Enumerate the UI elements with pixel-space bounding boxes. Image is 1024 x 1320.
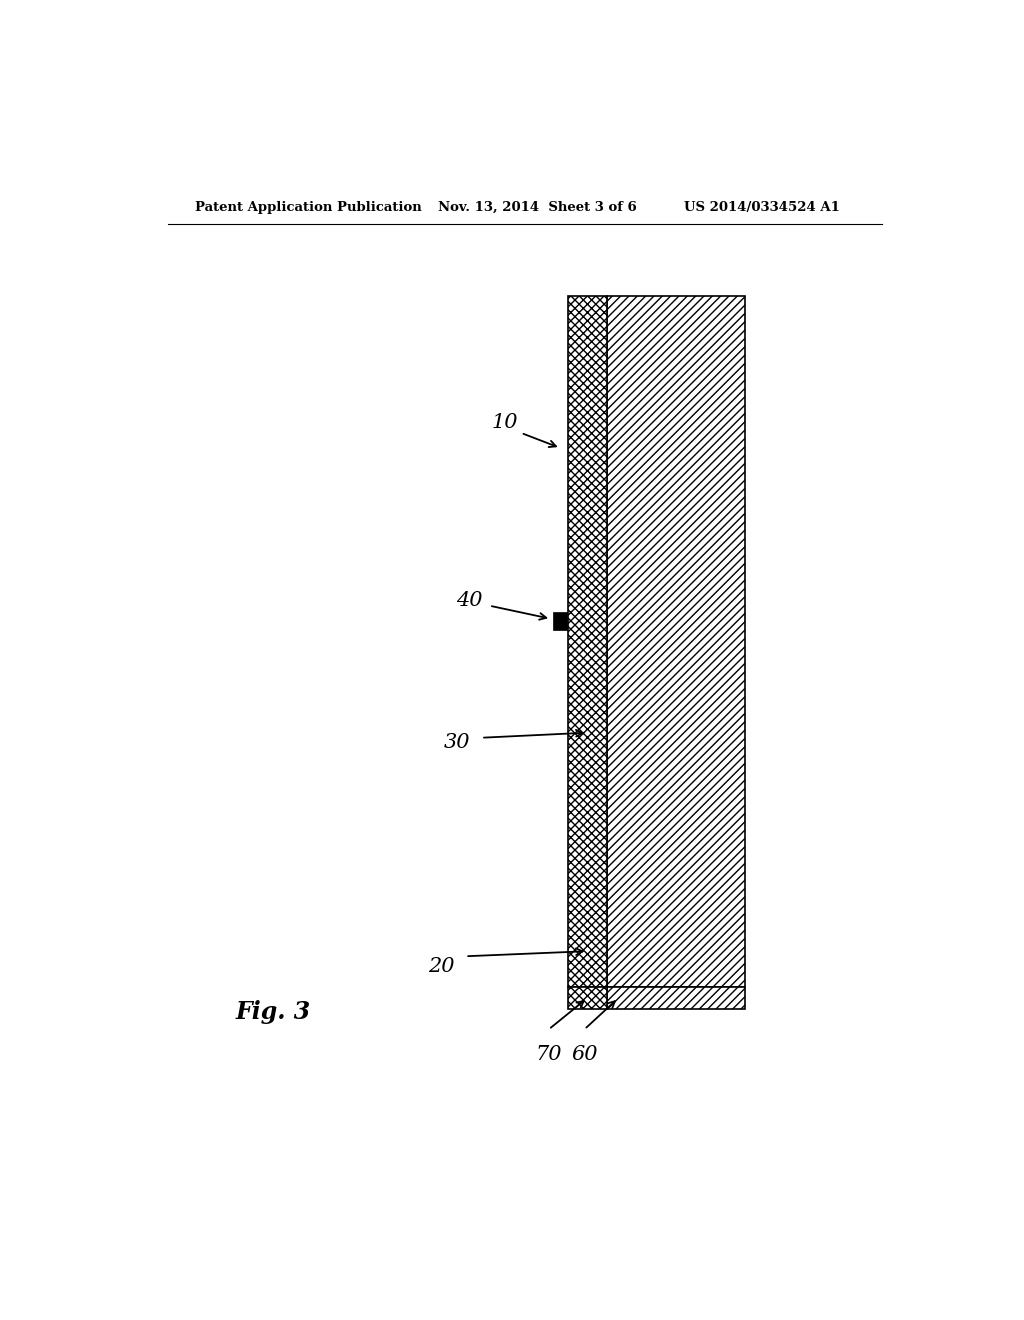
Bar	[606, 296, 745, 987]
Text: Patent Application Publication: Patent Application Publication	[196, 201, 422, 214]
Text: 60: 60	[571, 1045, 598, 1064]
Text: US 2014/0334524 A1: US 2014/0334524 A1	[684, 201, 840, 214]
Text: 40: 40	[456, 591, 482, 610]
Text: 10: 10	[492, 413, 518, 432]
Bar	[568, 987, 606, 1008]
Text: Nov. 13, 2014  Sheet 3 of 6: Nov. 13, 2014 Sheet 3 of 6	[437, 201, 636, 214]
Text: 20: 20	[428, 957, 455, 975]
Text: 30: 30	[444, 734, 471, 752]
Bar	[553, 611, 567, 630]
Text: 70: 70	[536, 1045, 562, 1064]
Text: Fig. 3: Fig. 3	[236, 1001, 310, 1024]
Bar	[606, 987, 745, 1008]
Bar	[568, 296, 606, 987]
